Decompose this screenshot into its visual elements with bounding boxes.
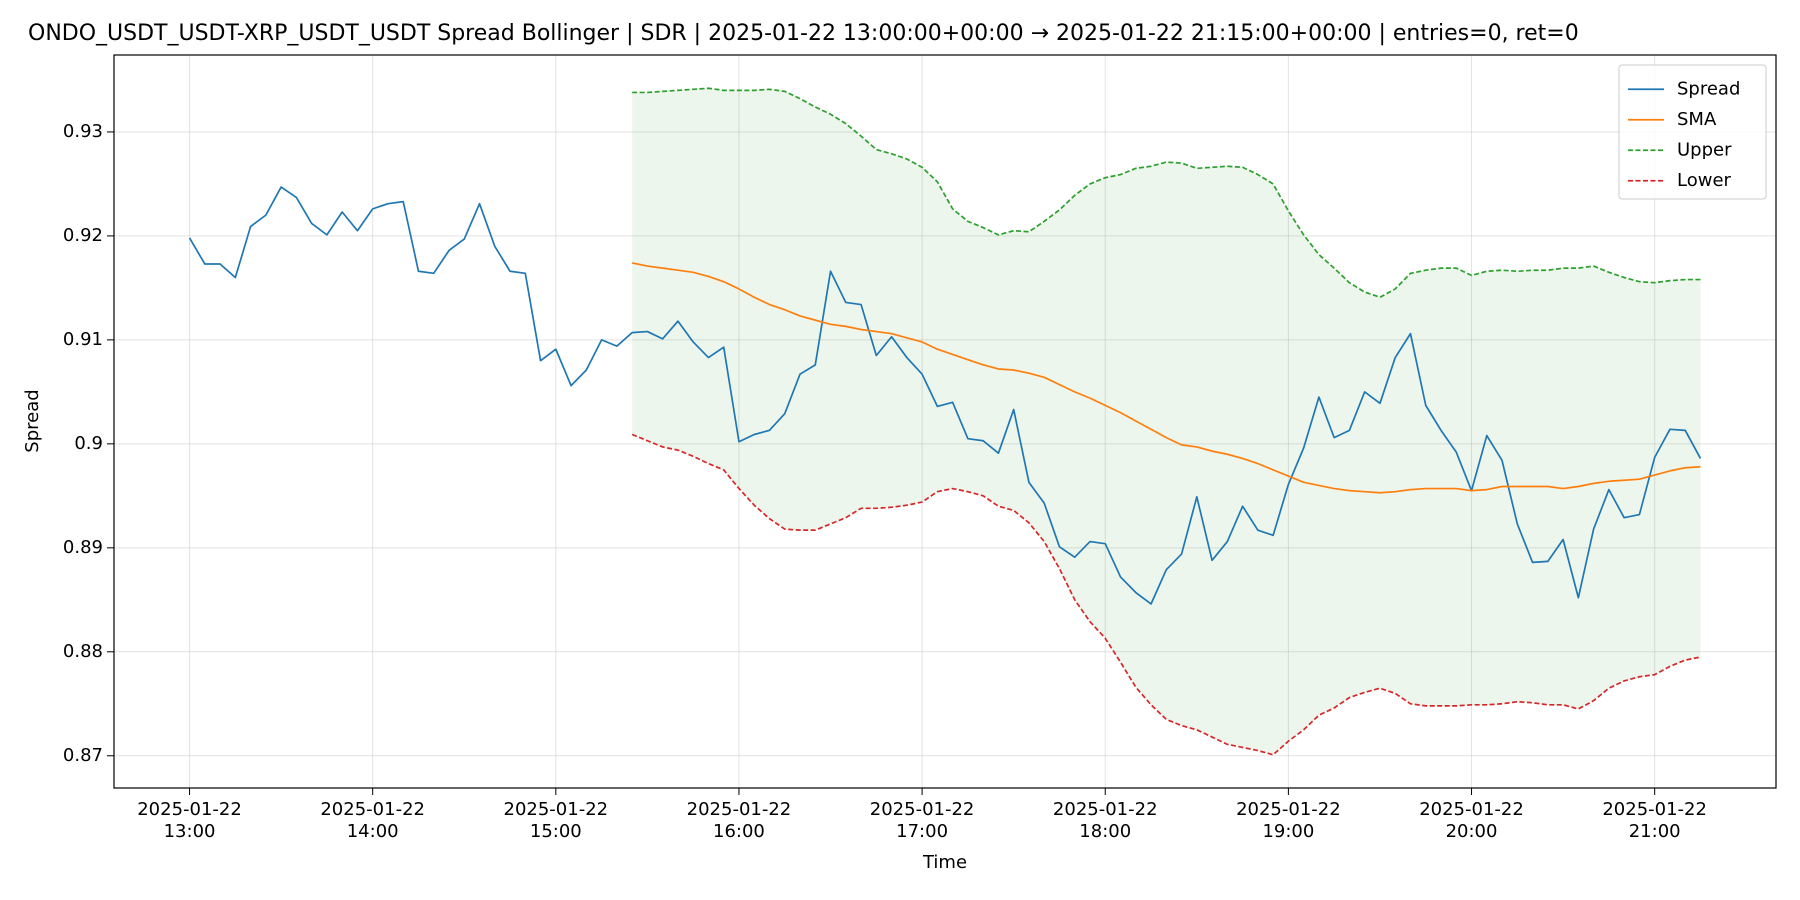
chart-title: ONDO_USDT_USDT-XRP_USDT_USDT Spread Boll… — [28, 21, 1579, 46]
series-line — [631, 433, 1701, 756]
legend-label: Spread — [1677, 78, 1740, 99]
x-tick-label: 2025-01-22 19:00 — [1236, 799, 1341, 842]
y-axis-label: Spread — [22, 389, 43, 452]
series-line — [632, 87, 1701, 299]
y-tick-label: 0.91 — [63, 329, 103, 350]
series-line — [188, 186, 1702, 605]
x-tick-label: 2025-01-22 13:00 — [137, 799, 242, 842]
legend-box — [1618, 64, 1767, 200]
legend-label: SMA — [1677, 109, 1717, 130]
x-tick-label: 2025-01-22 15:00 — [503, 799, 609, 842]
y-tick-label: 0.9 — [74, 433, 103, 454]
y-tick-label: 0.92 — [63, 225, 103, 246]
x-tick-label: 2025-01-22 18:00 — [1052, 799, 1158, 842]
x-tick-label: 2025-01-22 21:00 — [1602, 799, 1707, 842]
y-tick-label: 0.88 — [63, 641, 103, 662]
legend-label: Upper — [1677, 139, 1732, 160]
bollinger-band — [632, 88, 1701, 755]
x-tick-label: 2025-01-22 16:00 — [686, 799, 792, 842]
legend-label: Lower — [1677, 170, 1732, 191]
y-tick-label: 0.87 — [63, 745, 103, 766]
x-tick-label: 2025-01-22 20:00 — [1419, 799, 1524, 842]
axes-frame — [113, 54, 1777, 789]
y-tick-label: 0.93 — [63, 121, 103, 142]
x-tick-label: 2025-01-22 14:00 — [320, 799, 425, 842]
plot-area — [188, 87, 1702, 756]
x-tick-label: 2025-01-22 17:00 — [869, 799, 975, 842]
series-line — [631, 262, 1701, 494]
legend: Spread SMA Upper Lower — [1618, 64, 1767, 200]
y-tick-label: 0.89 — [63, 537, 103, 558]
x-axis-label: Time — [922, 852, 967, 873]
grid — [114, 55, 1776, 788]
